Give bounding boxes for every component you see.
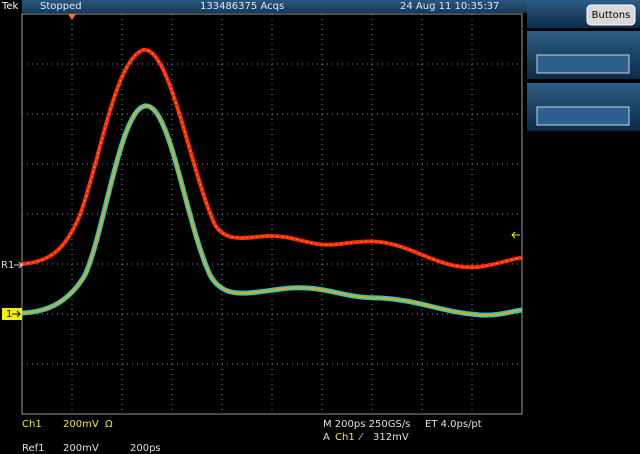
status: Stopped	[40, 1, 82, 12]
reference-label: Ref1	[22, 443, 45, 454]
waveform-ref1-noise	[21, 49, 523, 268]
ref-arrow	[14, 261, 23, 269]
buttons-button[interactable]	[586, 4, 636, 26]
reference-scale: 200mV	[63, 443, 99, 454]
trigger-level: 312mV	[373, 432, 409, 443]
datetime: 24 Aug 11 10:35:37	[400, 1, 499, 12]
reference-time: 200ps	[130, 443, 161, 454]
trigger-mode: A	[323, 432, 330, 443]
graticule	[22, 14, 522, 414]
equivalent-time: ET 4.0ps/pt	[425, 419, 482, 430]
timebase: M 200ps 250GS/s	[323, 419, 410, 430]
graticule-border	[21, 13, 523, 415]
status-bar	[22, 0, 527, 13]
trigger-level-arrow	[511, 231, 520, 239]
waveform-ch1-overlay	[21, 105, 523, 317]
trigger-source: Ch1	[335, 432, 355, 443]
ref-marker: R1	[1, 260, 14, 271]
channel-label: Ch1	[22, 419, 42, 430]
side-input[interactable]	[536, 106, 630, 126]
channel-coupling: Ω	[105, 419, 113, 430]
channel-arrow	[12, 310, 21, 318]
channel-scale: 200mV	[63, 419, 99, 430]
acquisitions: 133486375 Acqs	[200, 1, 284, 12]
buttons-label[interactable]: Buttons	[592, 10, 631, 21]
trigger-slope: ⁄	[358, 432, 364, 443]
channel-marker: 1	[6, 309, 12, 320]
brand: Tek	[1, 1, 19, 12]
trigger-position	[68, 14, 76, 20]
side-input[interactable]	[536, 54, 630, 74]
